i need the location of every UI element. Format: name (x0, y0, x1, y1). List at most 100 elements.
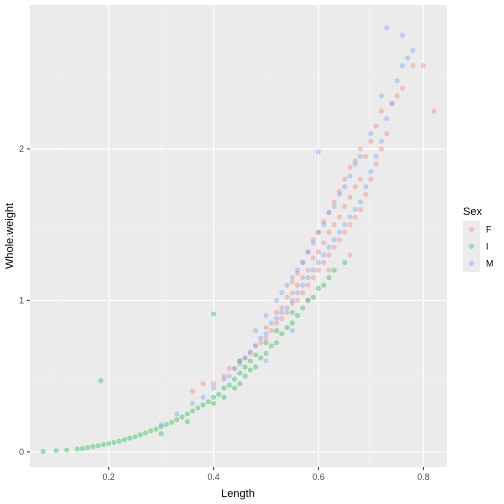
data-point (300, 305, 306, 311)
data-point (284, 305, 290, 311)
data-point (315, 149, 321, 155)
data-point (347, 164, 353, 170)
data-point (279, 305, 285, 311)
data-point (342, 184, 348, 190)
legend-key-F (463, 221, 480, 238)
data-point (368, 138, 374, 144)
data-point (274, 297, 280, 303)
data-point (342, 176, 348, 182)
data-point (347, 214, 353, 220)
data-point (253, 343, 259, 349)
data-point (90, 444, 96, 450)
data-point (116, 438, 122, 444)
data-point (310, 267, 316, 273)
data-point (315, 267, 321, 273)
data-point (336, 237, 342, 243)
data-point (384, 131, 390, 137)
data-point (274, 328, 280, 334)
data-point (305, 249, 311, 255)
data-point (200, 381, 206, 387)
data-point (289, 279, 295, 285)
data-point (331, 199, 337, 205)
data-point (289, 328, 295, 334)
data-point (384, 25, 390, 31)
data-point (253, 343, 259, 349)
legend-label-M: M (486, 259, 493, 269)
series-F (190, 63, 437, 394)
x-tick-label: 0.2 (103, 472, 115, 482)
data-point (158, 424, 164, 430)
data-point (237, 381, 243, 387)
data-point (300, 282, 306, 288)
data-point (163, 422, 169, 428)
data-point (263, 313, 269, 319)
data-point (378, 138, 384, 144)
data-point (284, 282, 290, 288)
data-point (226, 382, 232, 388)
data-point (237, 358, 243, 364)
data-point (284, 294, 290, 300)
data-point (200, 394, 206, 400)
data-point (263, 358, 269, 364)
data-point (326, 275, 332, 281)
data-point (336, 191, 342, 197)
data-point (268, 343, 274, 349)
series-M (158, 25, 416, 428)
data-point (378, 108, 384, 114)
data-point (336, 229, 342, 235)
data-point (40, 449, 46, 455)
data-point (263, 340, 269, 346)
data-point (200, 402, 206, 408)
data-point (153, 426, 159, 432)
data-point (95, 443, 101, 449)
data-point (315, 249, 321, 255)
data-point (368, 131, 374, 137)
data-point (336, 214, 342, 220)
data-point (100, 442, 106, 448)
data-point (237, 358, 243, 364)
data-point (263, 335, 269, 341)
data-point (242, 355, 248, 361)
data-point (347, 222, 353, 228)
data-point (295, 270, 301, 276)
data-point (305, 297, 311, 303)
data-point (368, 176, 374, 182)
data-point (310, 240, 316, 246)
y-axis-title: Whole.weight (4, 203, 16, 269)
y-tick-label: 2 (19, 144, 24, 154)
data-point (326, 267, 332, 273)
data-point (326, 252, 332, 258)
data-point (242, 373, 248, 379)
data-point (232, 385, 238, 391)
x-tick-label: 0.4 (207, 472, 219, 482)
data-point (226, 366, 232, 372)
data-point (148, 428, 154, 434)
data-point (190, 388, 196, 394)
x-axis: 0.2 0.4 0.6 0.8 (103, 467, 430, 482)
data-point (321, 252, 327, 258)
data-point (85, 445, 91, 451)
data-point (315, 285, 321, 291)
data-point (305, 282, 311, 288)
data-point (169, 419, 175, 425)
data-point (221, 376, 227, 382)
y-tick-label: 0 (19, 447, 24, 457)
data-point (205, 399, 211, 405)
data-point (279, 309, 285, 315)
data-point (289, 297, 295, 303)
data-point (305, 249, 311, 255)
data-point (232, 366, 238, 372)
data-point (357, 176, 363, 182)
data-point (127, 435, 133, 441)
data-point (331, 222, 337, 228)
data-point (305, 297, 311, 303)
data-point (253, 364, 259, 370)
data-point (174, 417, 180, 423)
data-point (300, 290, 306, 296)
grid-minor (30, 5, 447, 467)
data-point (232, 376, 238, 382)
data-point (132, 434, 138, 440)
data-point (184, 419, 190, 425)
data-point (247, 358, 253, 364)
data-point (279, 290, 285, 296)
